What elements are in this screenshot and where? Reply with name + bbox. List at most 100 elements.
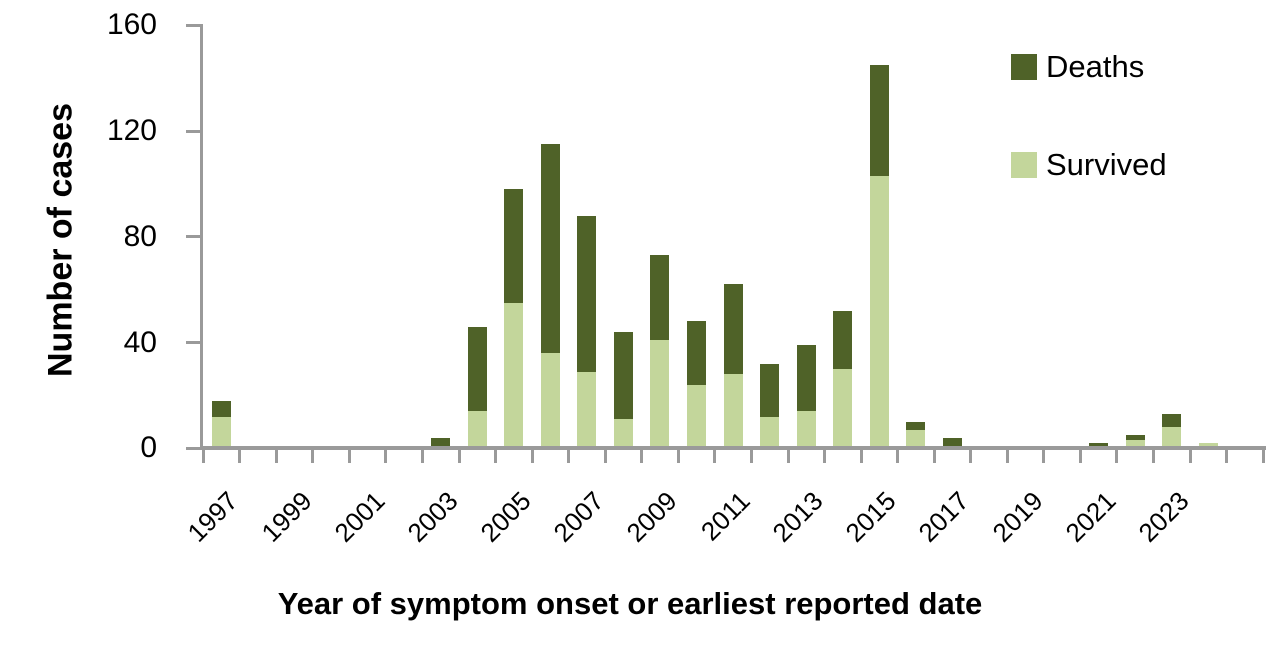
x-tick-label-2015: 2015 [839,485,902,548]
y-tick-label-40: 40 [123,325,157,359]
bar-segment-deaths-2011 [723,284,743,375]
x-tick-21 [969,450,973,463]
x-tick-22 [1005,450,1009,463]
bar-segment-deaths-2014 [833,310,853,369]
deaths-color-swatch [1011,54,1037,80]
x-tick-9 [530,450,534,463]
x-axis-title: Year of symptom onset or earliest report… [277,586,983,621]
bar-segment-survived-2009 [650,339,670,449]
x-tick-label-1997: 1997 [181,485,245,548]
bar-segment-survived-2006 [540,353,560,449]
x-tick-4 [347,450,351,463]
x-tick-label-2019: 2019 [986,485,1049,548]
x-tick-11 [603,450,607,463]
x-tick-29 [1261,450,1265,463]
x-tick-14 [713,450,717,463]
x-tick-19 [896,450,900,463]
x-tick-24 [1078,450,1082,463]
bar-segment-deaths-2016 [906,421,926,430]
legend-label-survived: Survived [1046,147,1167,182]
bar-segment-deaths-2009 [650,255,670,340]
bar-segment-deaths-2005 [504,189,524,303]
bar-segment-survived-2007 [577,371,597,449]
x-tick-5 [384,450,388,463]
x-tick-0 [201,450,205,463]
x-tick-label-2017: 2017 [912,485,976,548]
x-tick-27 [1188,450,1192,463]
x-tick-label-2011: 2011 [695,485,756,547]
x-tick-label-2005: 2005 [474,485,537,548]
survived-color-swatch [1011,152,1037,178]
x-tick-10 [567,450,571,463]
x-tick-label-2023: 2023 [1132,485,1195,548]
y-tick-label-160: 160 [106,8,157,42]
bar-segment-deaths-2022 [1125,435,1145,441]
y-tick-label-0: 0 [140,431,157,465]
y-tick-120 [186,129,201,133]
legend-label-deaths: Deaths [1046,49,1145,84]
x-tick-28 [1225,450,1229,463]
bar-segment-deaths-2003 [431,437,451,449]
x-tick-label-2013: 2013 [766,485,829,548]
x-tick-3 [311,450,315,463]
bar-segment-survived-2010 [686,384,706,449]
x-tick-label-2001: 2001 [328,485,391,548]
bar-segment-survived-2023 [1162,427,1182,449]
bar-segment-survived-2024 [1198,443,1218,449]
x-tick-16 [786,450,790,463]
legend-item-deaths: Deaths [1011,51,1144,83]
bar-segment-survived-2016 [906,429,926,449]
bar-segment-deaths-2006 [540,144,560,354]
x-tick-label-2009: 2009 [620,485,683,548]
x-tick-2 [274,450,278,463]
bar-segment-survived-2015 [869,175,889,449]
bar-segment-deaths-2004 [467,326,487,412]
bar-segment-deaths-2007 [577,215,597,372]
bar-segment-survived-2004 [467,411,487,449]
x-tick-8 [494,450,498,463]
y-tick-80 [186,235,201,239]
x-tick-17 [823,450,827,463]
x-tick-label-2021: 2021 [1059,485,1122,548]
y-tick-40 [186,341,201,345]
x-tick-26 [1152,450,1155,463]
bar-segment-deaths-2013 [796,345,816,412]
bar-segment-deaths-2015 [869,64,889,176]
x-tick-23 [1042,450,1046,463]
bar-segment-deaths-2023 [1162,413,1182,428]
x-tick-label-1999: 1999 [255,485,318,548]
bar-segment-survived-2011 [723,374,743,449]
bar-segment-deaths-2012 [760,363,780,417]
x-tick-15 [749,450,753,463]
y-tick-0 [186,446,201,450]
bar-segment-deaths-2008 [613,331,633,420]
bar-segment-survived-1997 [211,416,231,449]
x-tick-25 [1115,450,1119,463]
x-axis-line [200,446,1266,450]
bar-segment-survived-2012 [760,416,780,449]
legend-item-survived: Survived [1011,149,1167,181]
x-tick-12 [640,450,644,463]
bar-segment-deaths-2021 [1089,443,1108,449]
x-tick-6 [421,450,424,463]
x-tick-label-2007: 2007 [547,485,610,548]
bar-segment-survived-2022 [1125,440,1145,449]
bar-segment-survived-2013 [796,411,816,449]
x-tick-1 [238,450,242,463]
bar-segment-deaths-1997 [211,400,231,417]
bar-segment-deaths-2017 [942,437,962,446]
bar-segment-survived-2008 [613,419,633,449]
y-tick-label-80: 80 [123,219,157,253]
x-tick-20 [932,450,936,463]
y-tick-160 [186,23,201,27]
x-tick-18 [859,450,863,463]
y-tick-label-120: 120 [106,114,157,148]
x-tick-7 [457,450,461,463]
bar-segment-survived-2005 [504,302,524,449]
x-tick-13 [676,450,680,463]
bar-segment-survived-2014 [833,368,853,449]
y-axis-line [200,24,203,450]
bar-segment-deaths-2010 [686,321,706,385]
x-tick-label-2003: 2003 [401,485,464,548]
